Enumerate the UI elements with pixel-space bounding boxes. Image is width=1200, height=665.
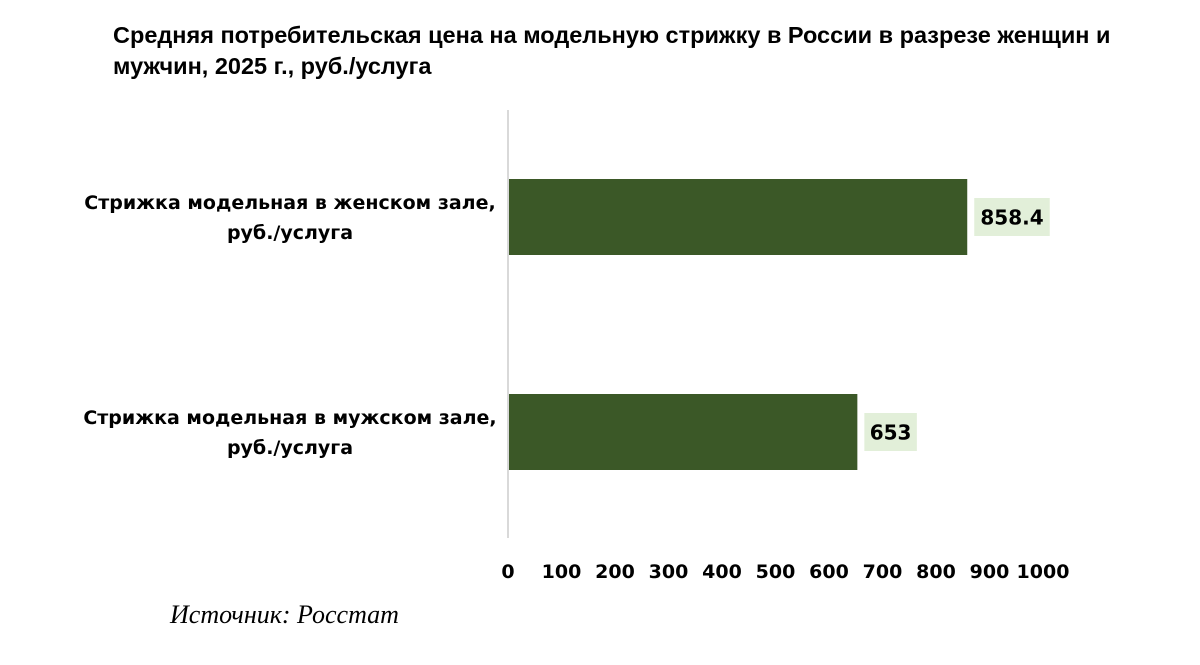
x-tick-label: 1000 [1017, 561, 1070, 583]
x-tick-label: 0 [501, 561, 514, 583]
source-note: Источник: Росстат [170, 600, 399, 629]
x-tick-label: 400 [702, 561, 742, 583]
bar [509, 179, 968, 255]
x-tick-label: 300 [649, 561, 689, 583]
category-label: руб./услуга [227, 222, 353, 244]
x-tick-label: 600 [809, 561, 849, 583]
bar [509, 394, 858, 470]
x-tick-label: 200 [595, 561, 635, 583]
data-label: 653 [870, 421, 912, 445]
x-tick-label: 700 [863, 561, 903, 583]
data-label-background [974, 198, 1050, 236]
category-label: Стрижка модельная в женском зале, [84, 192, 495, 214]
x-tick-label: 500 [756, 561, 796, 583]
category-label: Стрижка модельная в мужском зале, [83, 407, 496, 429]
data-label: 858.4 [980, 206, 1043, 230]
x-tick-label: 900 [970, 561, 1010, 583]
x-tick-label: 800 [916, 561, 956, 583]
category-label: руб./услуга [227, 437, 353, 459]
x-tick-label: 100 [542, 561, 582, 583]
chart-title: Средняя потребительская цена на модельну… [113, 22, 1111, 79]
data-label-background [864, 413, 917, 451]
